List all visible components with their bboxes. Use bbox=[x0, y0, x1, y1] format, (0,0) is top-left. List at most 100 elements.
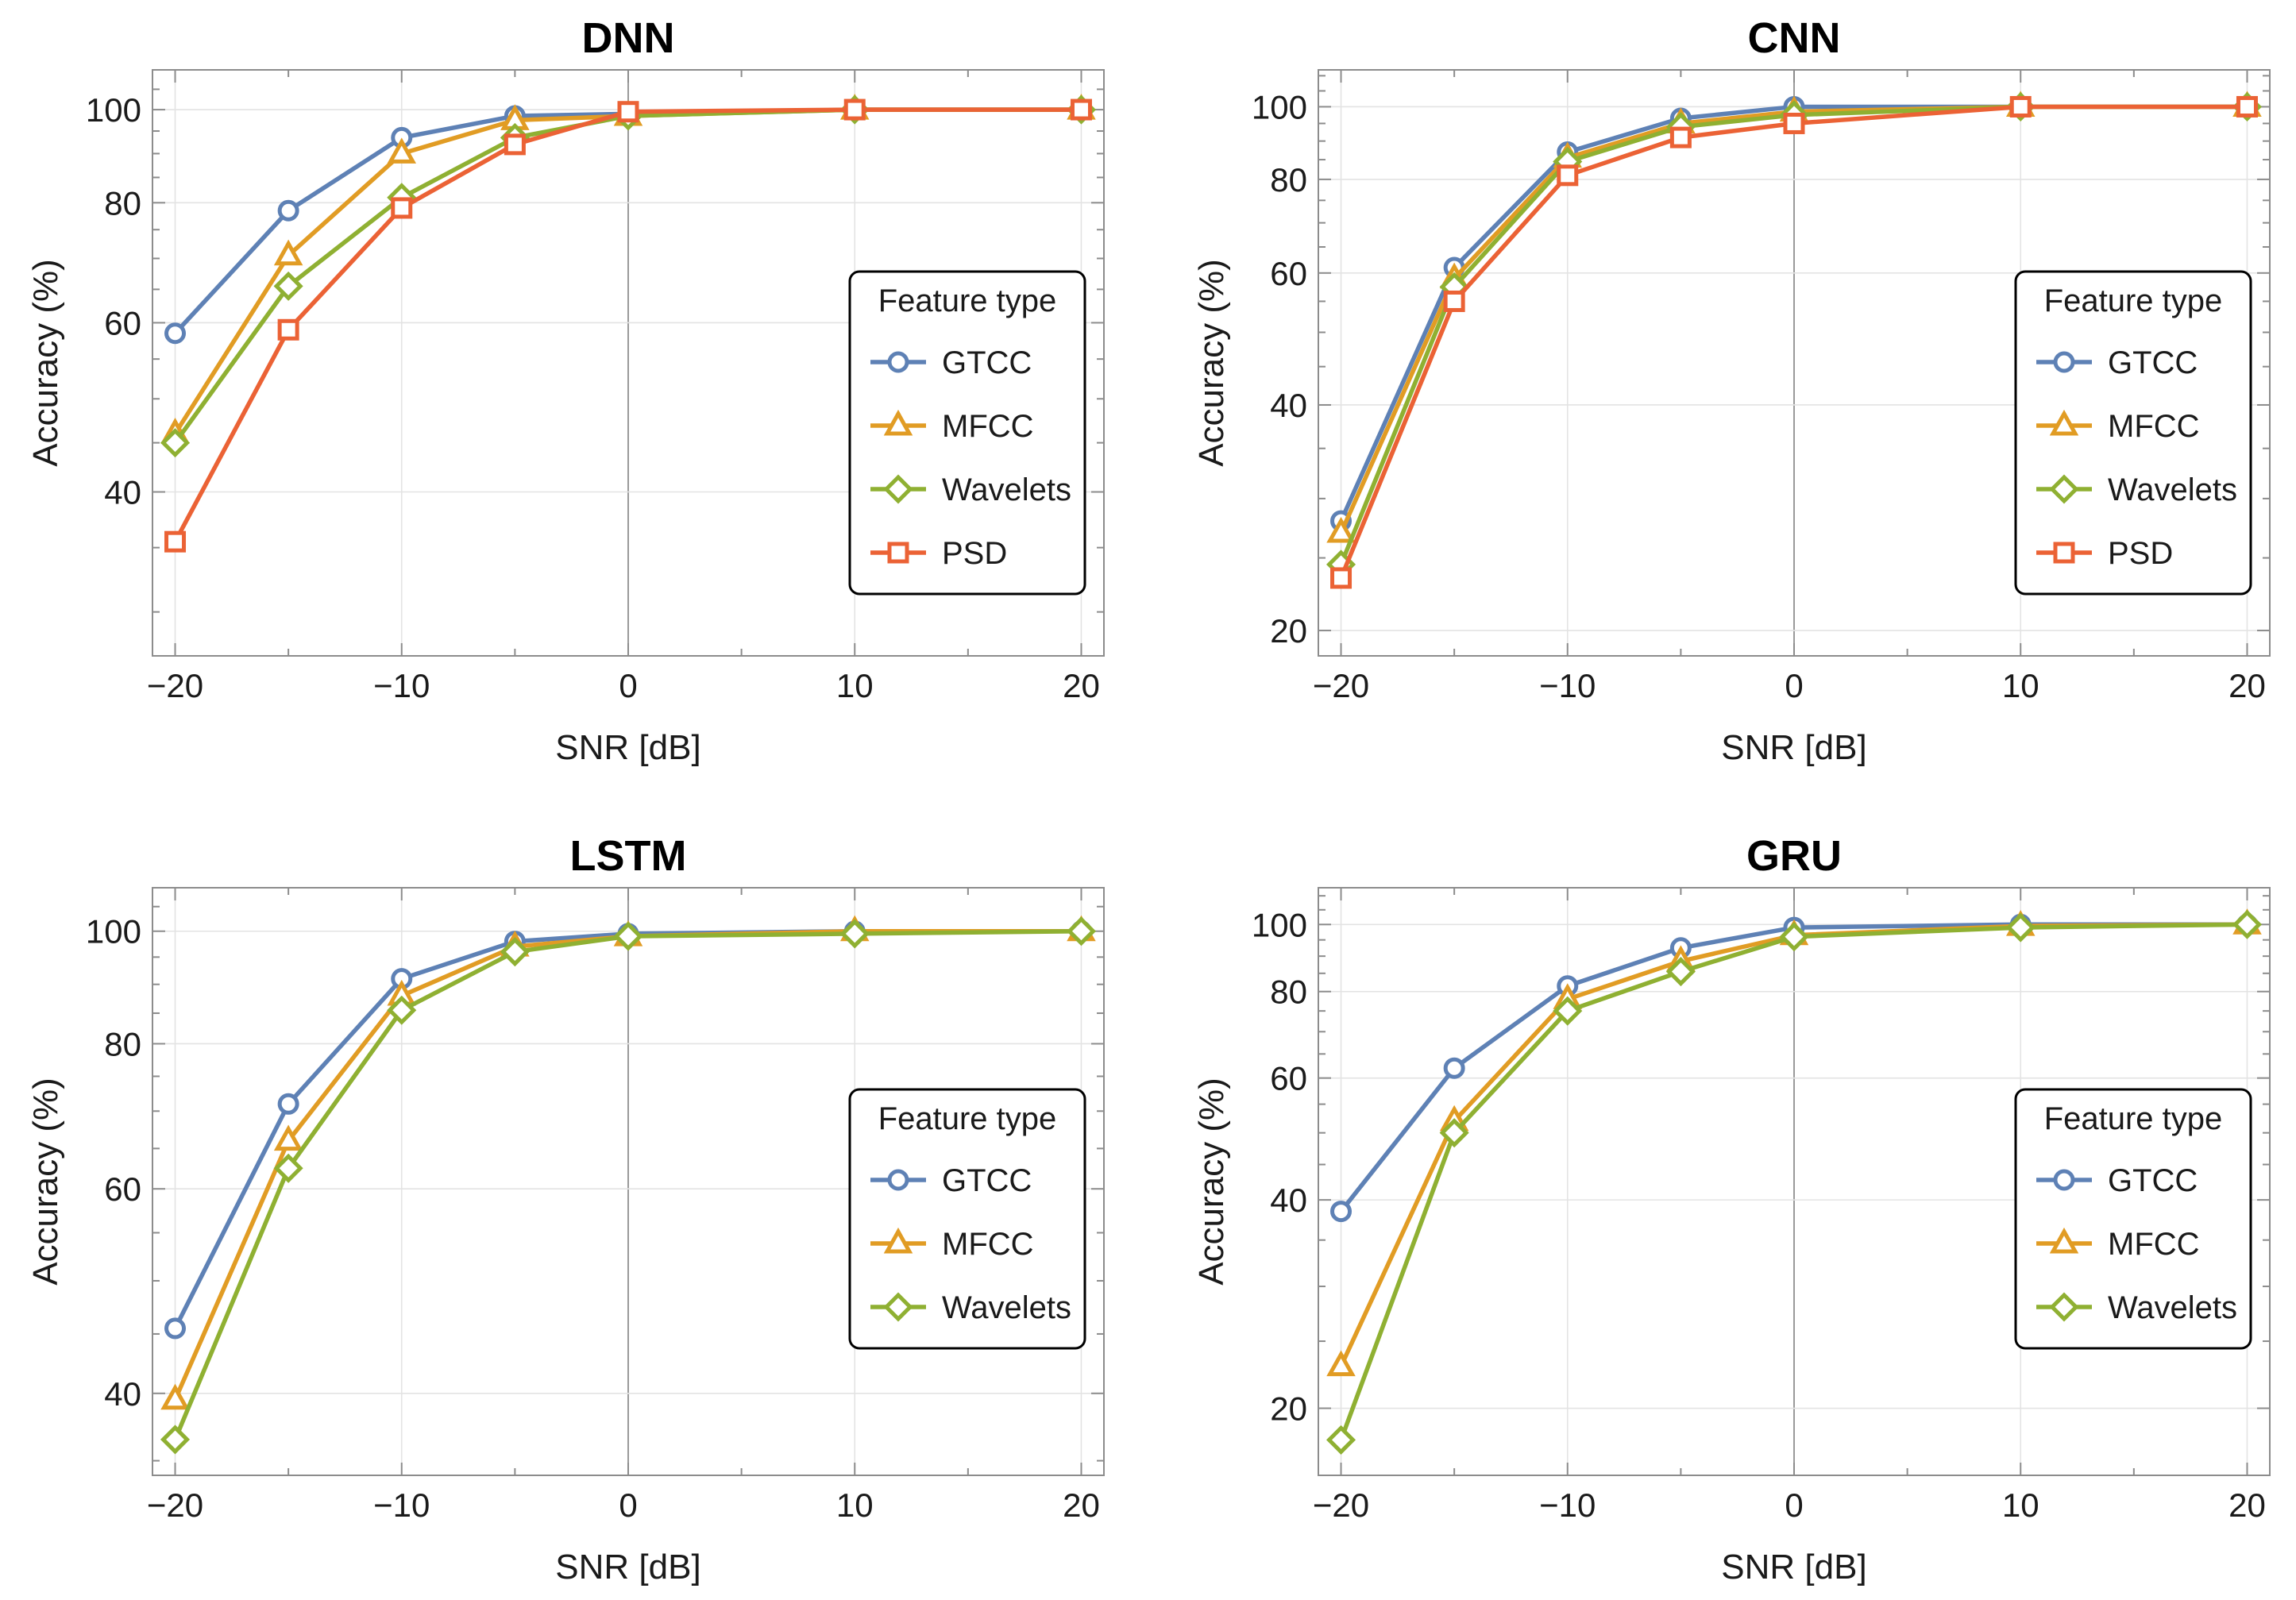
y-axis-label: Accuracy (%) bbox=[26, 259, 65, 467]
x-axis-label: SNR [dB] bbox=[1721, 728, 1866, 767]
axis-ticks bbox=[152, 70, 1104, 656]
x-tick-label: 10 bbox=[2002, 1486, 2039, 1524]
data-point-mfcc bbox=[1326, 516, 1356, 543]
x-axis-label: SNR [dB] bbox=[555, 728, 700, 767]
y-tick-label: 100 bbox=[1252, 906, 1307, 943]
data-point-psd bbox=[617, 101, 639, 123]
data-point-psd bbox=[2236, 95, 2258, 118]
legend-marker-mfcc bbox=[2049, 1227, 2079, 1254]
y-tick-label: 100 bbox=[86, 91, 141, 129]
x-tick-label: −10 bbox=[1539, 667, 1596, 704]
legend-marker-mfcc bbox=[2049, 409, 2079, 436]
y-tick-label: 80 bbox=[1270, 161, 1307, 199]
legend-box bbox=[848, 270, 1086, 596]
data-point-mfcc bbox=[160, 1383, 190, 1410]
series-wavelets bbox=[160, 916, 1097, 1455]
data-point-wavelets bbox=[500, 937, 530, 967]
x-tick-label: 20 bbox=[2228, 1486, 2266, 1524]
data-point-mfcc bbox=[273, 239, 303, 266]
x-tick-label: −20 bbox=[147, 667, 203, 704]
data-point-wavelets bbox=[1066, 916, 1097, 947]
legend-label-wavelets: Wavelets bbox=[2108, 1290, 2237, 1325]
legend-title: Feature type bbox=[878, 1101, 1057, 1136]
legend-title: Feature type bbox=[2044, 283, 2223, 318]
data-point-wavelets bbox=[613, 921, 643, 951]
legend: Feature type GTCC MFCC Wavelets PSD bbox=[848, 270, 1086, 596]
legend-label-wavelets: Wavelets bbox=[2108, 472, 2237, 507]
legend-box bbox=[2014, 1088, 2252, 1350]
data-point-wavelets bbox=[160, 428, 191, 458]
y-tick-label: 40 bbox=[104, 473, 141, 511]
legend-label-mfcc: MFCC bbox=[942, 1227, 1034, 1262]
legend-label-mfcc: MFCC bbox=[942, 409, 1034, 444]
x-tick-label: −20 bbox=[1313, 667, 1369, 704]
y-tick-label: 40 bbox=[1270, 387, 1307, 424]
y-tick-label: 40 bbox=[1270, 1182, 1307, 1219]
legend-marker-psd bbox=[887, 542, 909, 564]
data-point-gtcc bbox=[1443, 1057, 1465, 1079]
legend-title: Feature type bbox=[878, 283, 1057, 318]
legend: Feature type GTCC MFCC Wavelets bbox=[848, 1088, 1086, 1350]
y-axis-label: Accuracy (%) bbox=[26, 1078, 65, 1286]
data-point-psd bbox=[843, 98, 866, 121]
data-point-psd bbox=[504, 133, 526, 156]
legend-marker-psd bbox=[2053, 542, 2075, 564]
data-point-gtcc bbox=[164, 1317, 187, 1340]
data-point-gtcc bbox=[1330, 1201, 1353, 1223]
legend: Feature type GTCC MFCC Wavelets bbox=[2014, 1088, 2252, 1350]
legend-marker-wavelets bbox=[2049, 474, 2079, 504]
legend-label-gtcc: GTCC bbox=[2108, 345, 2198, 380]
y-tick-label: 80 bbox=[1270, 973, 1307, 1011]
data-point-psd bbox=[1557, 164, 1579, 187]
x-tick-label: 0 bbox=[619, 1486, 637, 1524]
data-point-psd bbox=[1070, 98, 1092, 121]
data-point-psd bbox=[2009, 95, 2032, 118]
series-psd bbox=[1330, 95, 2258, 589]
data-point-wavelets bbox=[2005, 912, 2036, 943]
legend-label-wavelets: Wavelets bbox=[942, 1290, 1071, 1325]
series-wavelets bbox=[1326, 909, 2263, 1455]
y-tick-label: 60 bbox=[104, 304, 141, 341]
legend-label-psd: PSD bbox=[942, 536, 1007, 571]
legend-label-psd: PSD bbox=[2108, 536, 2173, 571]
legend-marker-mfcc bbox=[883, 409, 913, 436]
data-point-wavelets bbox=[387, 995, 417, 1025]
legend-marker-gtcc bbox=[887, 351, 909, 373]
y-tick-label: 40 bbox=[104, 1375, 141, 1413]
x-tick-label: −10 bbox=[1539, 1486, 1596, 1524]
data-point-wavelets bbox=[1439, 1118, 1469, 1148]
data-point-mfcc bbox=[273, 1124, 303, 1151]
data-point-psd bbox=[1330, 567, 1353, 589]
y-tick-label: 80 bbox=[104, 1025, 141, 1062]
legend-marker-wavelets bbox=[883, 1292, 913, 1322]
data-point-psd bbox=[391, 197, 413, 219]
y-tick-label: 100 bbox=[1252, 88, 1307, 125]
y-tick-label: 80 bbox=[104, 184, 141, 222]
legend: Feature type GTCC MFCC Wavelets PSD bbox=[2014, 270, 2252, 596]
x-tick-label: 10 bbox=[2002, 667, 2039, 704]
data-point-gtcc bbox=[164, 322, 187, 345]
chart-title: GRU bbox=[1746, 832, 1842, 880]
legend-label-gtcc: GTCC bbox=[942, 1163, 1032, 1198]
x-tick-label: −20 bbox=[1313, 1486, 1369, 1524]
x-tick-label: 20 bbox=[2228, 667, 2266, 704]
chart-title: LSTM bbox=[570, 832, 687, 880]
legend-marker-gtcc bbox=[887, 1169, 909, 1191]
data-point-gtcc bbox=[277, 199, 299, 222]
legend-label-gtcc: GTCC bbox=[2108, 1163, 2198, 1198]
y-tick-label: 100 bbox=[86, 913, 141, 950]
data-point-wavelets bbox=[1326, 1425, 1356, 1455]
legend-marker-wavelets bbox=[2049, 1292, 2079, 1322]
legend-box bbox=[848, 1088, 1086, 1350]
data-point-wavelets bbox=[273, 271, 303, 301]
legend-label-mfcc: MFCC bbox=[2108, 409, 2200, 444]
y-tick-label: 20 bbox=[1270, 1390, 1307, 1428]
legend-label-gtcc: GTCC bbox=[942, 345, 1032, 380]
x-tick-label: −20 bbox=[147, 1486, 203, 1524]
x-axis-label: SNR [dB] bbox=[1721, 1548, 1866, 1587]
data-point-wavelets bbox=[1779, 922, 1809, 952]
data-point-wavelets bbox=[273, 1153, 303, 1183]
data-point-wavelets bbox=[839, 919, 870, 949]
chart-title: CNN bbox=[1748, 14, 1841, 62]
